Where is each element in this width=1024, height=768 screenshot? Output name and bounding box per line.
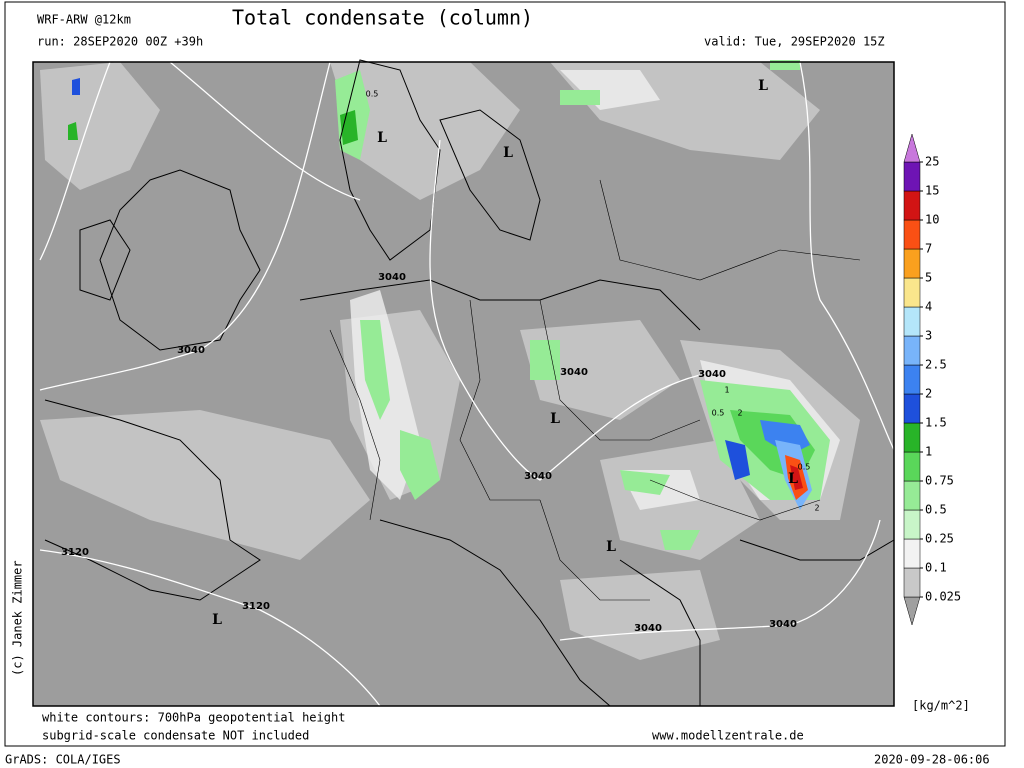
- chart-title: Total condensate (column): [232, 6, 533, 30]
- contour-label: 3040: [634, 623, 662, 634]
- cell-label: 2: [737, 409, 742, 418]
- low-marker: L: [788, 471, 798, 487]
- colorbar-box: [903, 335, 921, 366]
- colorbar-box: [903, 451, 921, 482]
- map-frame: [32, 61, 895, 707]
- colorbar-box: [903, 509, 921, 540]
- run-info: run: 28SEP2020 00Z +39h: [37, 35, 203, 49]
- colorbar-box: [903, 306, 921, 337]
- colorbar-label: 5: [925, 271, 932, 285]
- website: www.modellzentrale.de: [652, 729, 804, 743]
- colorbar-label: 1.5: [925, 416, 947, 430]
- colorbar-label: 2: [925, 387, 932, 401]
- colorbar-label: 7: [925, 242, 932, 256]
- model-name: WRF-ARW @12km: [37, 13, 131, 27]
- contour-label: 3040: [698, 369, 726, 380]
- copyright: (c) Janek Zimmer: [11, 560, 25, 676]
- colorbar-label: 10: [925, 213, 939, 227]
- contour-label: 3120: [242, 601, 270, 612]
- low-marker: L: [377, 130, 387, 146]
- colorbar-box: [903, 219, 921, 250]
- colorbar-label: 2.5: [925, 358, 947, 372]
- low-marker: L: [212, 612, 222, 628]
- colorbar-box: [903, 190, 921, 221]
- contours: [39, 61, 895, 707]
- low-marker: L: [503, 145, 513, 161]
- map: 3040 3040 3040 3040 3040 3040 3040 3120 3120 L L L L…: [32, 59, 895, 707]
- footnote: white contours: 700hPa geopotential heig…: [42, 711, 345, 725]
- legend-unit: [kg/m^2]: [912, 699, 970, 713]
- colorbar-label: 0.1: [925, 561, 947, 575]
- map-labels: 3040 3040 3040 3040 3040 3040 3040 3120 3120 L L L L…: [61, 78, 819, 634]
- colorbar-label: 0.75: [925, 474, 954, 488]
- colorbar-label: 3: [925, 329, 932, 343]
- colorbar-label: 0.25: [925, 532, 954, 546]
- cell-label: 0.5: [366, 90, 379, 99]
- valid-info: valid: Tue, 29SEP2020 15Z: [704, 35, 885, 49]
- cell-label: 0.5: [798, 463, 811, 472]
- contour-label: 3040: [560, 367, 588, 378]
- colorbar-triangle: [903, 133, 921, 163]
- colorbar: 0.025 0.1 0.25 0.5 0.75 1 1.5 2 2.5 3 4 5 7 10 15 25: [903, 133, 961, 626]
- heavy-cells: [68, 78, 815, 510]
- timestamp: 2020-09-28-06:06: [874, 753, 990, 767]
- low-marker: L: [606, 539, 616, 555]
- colorbar-box: [903, 364, 921, 395]
- colorbar-label: 15: [925, 184, 939, 198]
- colorbar-box: [903, 567, 921, 598]
- colorbar-box: [903, 422, 921, 453]
- contour-label: 3040: [769, 619, 797, 630]
- low-marker: L: [758, 78, 768, 94]
- colorbar-box: [903, 393, 921, 424]
- colorbar-label: 0.025: [925, 590, 961, 604]
- colorbar-box: [903, 480, 921, 511]
- coastlines: [44, 59, 895, 707]
- cell-label: 0.5: [712, 409, 725, 418]
- colorbar-label: 25: [925, 155, 939, 169]
- contour-label: 3120: [61, 547, 89, 558]
- colorbar-label: 4: [925, 300, 932, 314]
- colorbar-box: [903, 161, 921, 192]
- colorbar-box: [903, 538, 921, 569]
- cell-label: 2: [814, 504, 819, 513]
- footnote: subgrid-scale condensate NOT included: [42, 729, 309, 743]
- colorbar-box: [903, 277, 921, 308]
- low-marker: L: [550, 411, 560, 427]
- contour-label: 3040: [177, 345, 205, 356]
- colorbar-label: 0.5: [925, 503, 947, 517]
- contour-label: 3040: [524, 471, 552, 482]
- borders: [329, 179, 861, 601]
- colorbar-box: [903, 248, 921, 279]
- colorbar-label: 1: [925, 445, 932, 459]
- cell-label: 1: [724, 386, 729, 395]
- contour-label: 3040: [378, 272, 406, 283]
- software: GrADS: COLA/IGES: [5, 753, 121, 767]
